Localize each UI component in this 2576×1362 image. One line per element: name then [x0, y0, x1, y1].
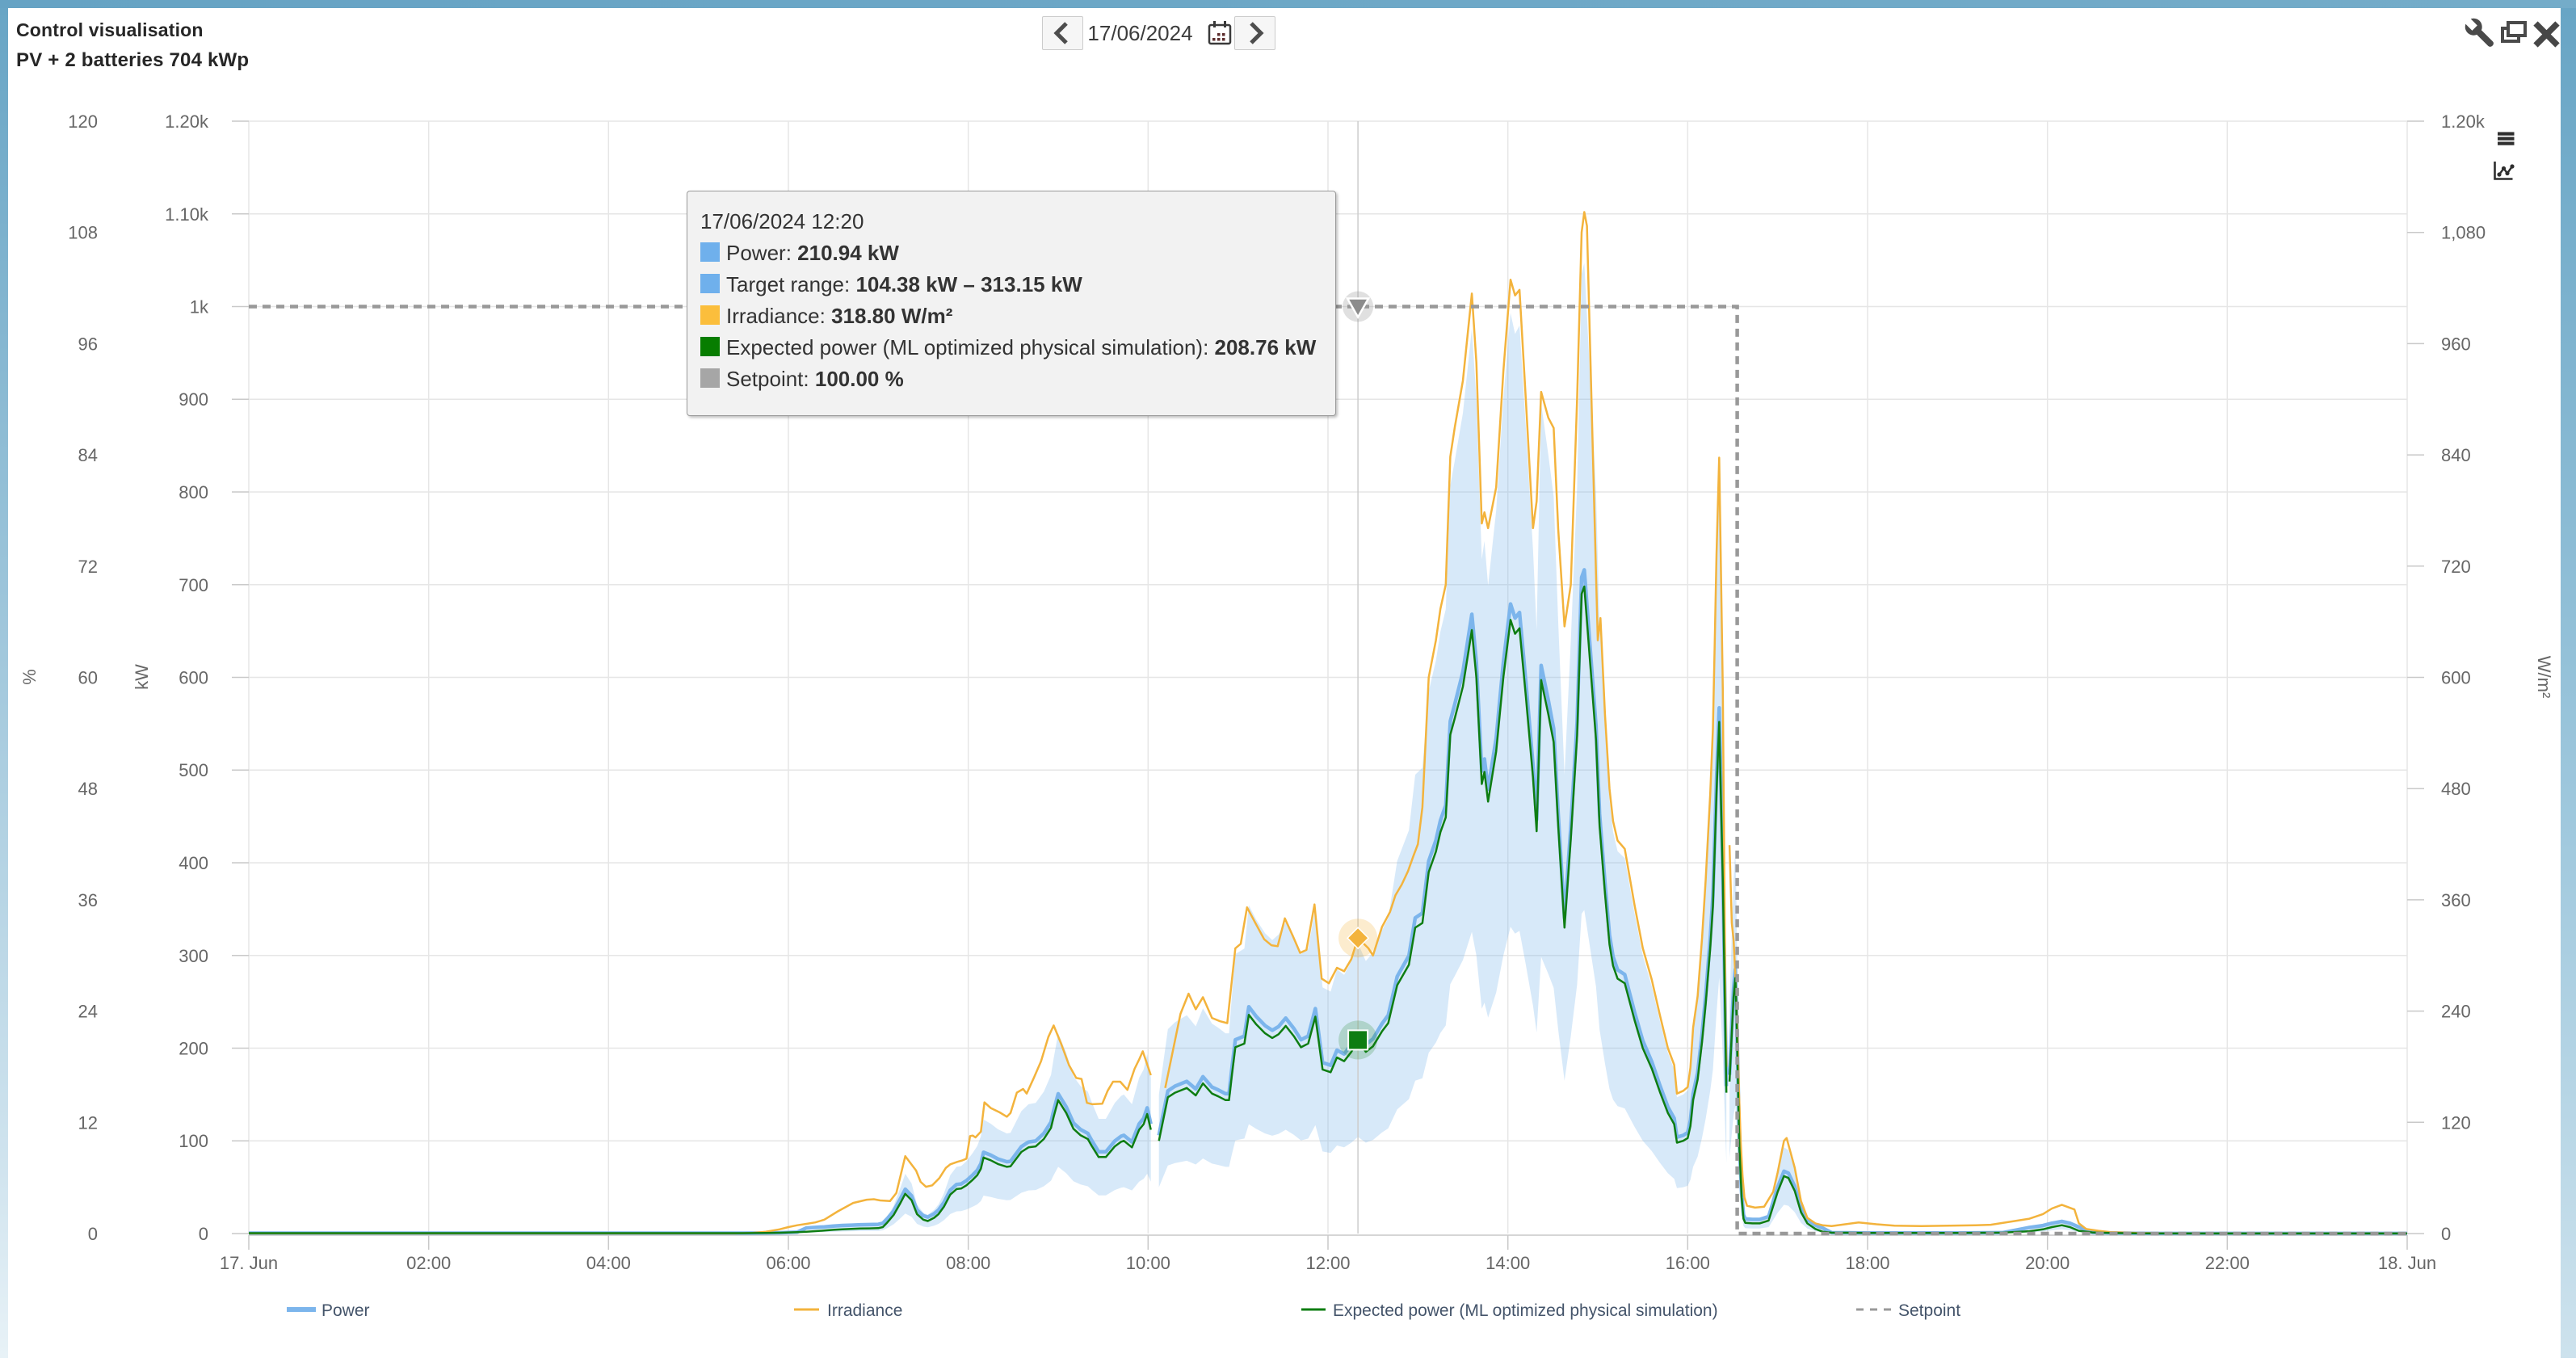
svg-text:17. Jun: 17. Jun [220, 1253, 278, 1273]
svg-text:20:00: 20:00 [2025, 1253, 2070, 1273]
svg-text:72: 72 [78, 557, 98, 577]
svg-text:84: 84 [78, 445, 98, 465]
svg-text:02:00: 02:00 [406, 1253, 451, 1273]
svg-text:12: 12 [78, 1112, 98, 1133]
svg-text:22:00: 22:00 [2205, 1253, 2250, 1273]
svg-text:300: 300 [179, 946, 208, 966]
svg-text:10:00: 10:00 [1126, 1253, 1170, 1273]
svg-text:800: 800 [179, 482, 208, 502]
svg-text:240: 240 [2441, 1002, 2471, 1022]
svg-text:720: 720 [2441, 557, 2471, 577]
svg-text:24: 24 [78, 1002, 98, 1022]
svg-text:400: 400 [179, 853, 208, 873]
svg-text:60: 60 [78, 668, 98, 688]
svg-text:12:00: 12:00 [1305, 1253, 1350, 1273]
svg-text:200: 200 [179, 1039, 208, 1059]
svg-text:600: 600 [179, 668, 208, 688]
svg-text:0: 0 [2441, 1224, 2451, 1244]
svg-text:0: 0 [199, 1224, 208, 1244]
svg-text:%: % [19, 669, 40, 685]
svg-text:480: 480 [2441, 779, 2471, 799]
svg-text:840: 840 [2441, 445, 2471, 465]
svg-text:0: 0 [88, 1224, 98, 1244]
svg-text:108: 108 [68, 223, 98, 243]
svg-text:1.10k: 1.10k [165, 204, 209, 225]
svg-text:700: 700 [179, 575, 208, 595]
svg-text:48: 48 [78, 779, 98, 799]
svg-text:120: 120 [2441, 1112, 2471, 1133]
svg-text:kW: kW [132, 664, 152, 690]
svg-text:500: 500 [179, 760, 208, 780]
svg-text:06:00: 06:00 [766, 1253, 810, 1273]
svg-text:900: 900 [179, 389, 208, 410]
svg-text:18:00: 18:00 [1845, 1253, 1889, 1273]
svg-text:36: 36 [78, 890, 98, 910]
svg-text:1.20k: 1.20k [165, 111, 209, 132]
svg-text:96: 96 [78, 334, 98, 354]
svg-text:1,080: 1,080 [2441, 223, 2486, 243]
svg-text:04:00: 04:00 [586, 1253, 631, 1273]
svg-text:18. Jun: 18. Jun [2378, 1253, 2436, 1273]
svg-text:1.20k: 1.20k [2441, 111, 2486, 132]
svg-text:100: 100 [179, 1131, 208, 1151]
svg-text:360: 360 [2441, 890, 2471, 910]
svg-text:1k: 1k [190, 297, 209, 317]
svg-text:14:00: 14:00 [1486, 1253, 1530, 1273]
svg-text:120: 120 [68, 111, 98, 132]
svg-text:16:00: 16:00 [1666, 1253, 1710, 1273]
svg-text:600: 600 [2441, 668, 2471, 688]
svg-text:08:00: 08:00 [946, 1253, 990, 1273]
svg-text:960: 960 [2441, 334, 2471, 354]
svg-text:W/m²: W/m² [2534, 656, 2554, 699]
